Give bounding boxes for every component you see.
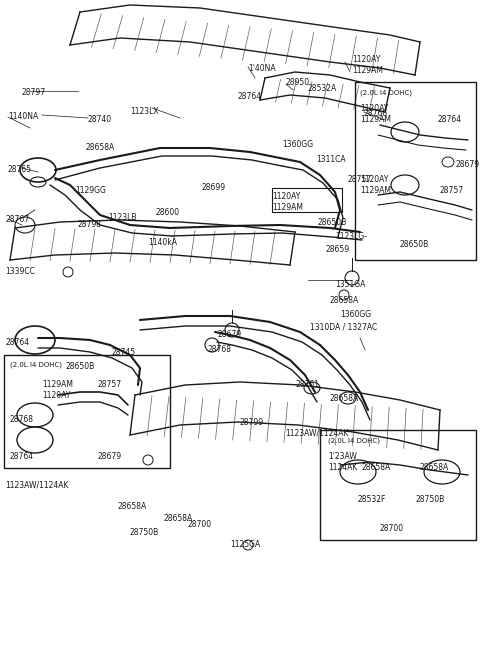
Text: 28658A: 28658A (163, 514, 192, 523)
Text: 1129AM: 1129AM (272, 203, 303, 212)
Text: 28757: 28757 (98, 380, 122, 389)
Text: 1120AY: 1120AY (42, 391, 71, 400)
Text: 28950: 28950 (286, 78, 310, 87)
Text: 28700: 28700 (380, 524, 404, 533)
Text: 1123LX: 1123LX (130, 107, 158, 116)
Bar (4, 355, 170, 468)
Text: 28767: 28767 (5, 215, 29, 224)
Text: 28799: 28799 (240, 418, 264, 427)
Text: 28650B: 28650B (400, 240, 429, 249)
Text: 28740: 28740 (88, 115, 112, 124)
Bar (355, 82, 476, 260)
Text: 1129AM: 1129AM (360, 115, 391, 124)
Text: 1123LG-: 1123LG- (335, 232, 367, 241)
Text: 1123LB: 1123LB (108, 213, 136, 222)
Text: 28679: 28679 (455, 160, 479, 169)
Text: 28679: 28679 (218, 330, 242, 339)
Text: 28750B: 28750B (130, 528, 159, 537)
Text: 28658A: 28658A (362, 463, 391, 472)
Text: 1123AW/1124AK: 1123AW/1124AK (285, 428, 348, 437)
Text: 28658A: 28658A (420, 463, 449, 472)
Text: 28532A: 28532A (308, 84, 337, 93)
Text: 1140NA: 1140NA (8, 112, 38, 121)
Text: 1123AW/1124AK: 1123AW/1124AK (5, 480, 69, 489)
Text: 28757: 28757 (440, 186, 464, 195)
Text: 1125GA: 1125GA (230, 540, 260, 549)
Text: (2.0L I4 DOHC): (2.0L I4 DOHC) (328, 438, 380, 445)
Text: 1'23AW: 1'23AW (328, 452, 357, 461)
Text: 28768: 28768 (208, 345, 232, 354)
Text: 28699: 28699 (202, 183, 226, 192)
Text: 28761: 28761 (295, 380, 319, 389)
Text: 28650B: 28650B (66, 362, 95, 371)
Text: 1120AY: 1120AY (272, 192, 300, 201)
Text: 28745: 28745 (112, 348, 136, 357)
Text: 1360GG: 1360GG (282, 140, 313, 149)
Text: 1124AK: 1124AK (328, 463, 358, 472)
Text: (2.0L I4 DOHC): (2.0L I4 DOHC) (10, 362, 62, 369)
Text: 1129AM: 1129AM (352, 66, 383, 75)
Text: 28532F: 28532F (358, 495, 386, 504)
Text: 1'40NA: 1'40NA (248, 64, 276, 73)
Text: (2.0L I4 DOHC): (2.0L I4 DOHC) (360, 90, 412, 97)
Text: 1129AM: 1129AM (360, 186, 391, 195)
Text: 28766: 28766 (364, 109, 388, 118)
Text: 28764: 28764 (10, 452, 34, 461)
Text: 28764: 28764 (438, 115, 462, 124)
Text: 28764: 28764 (238, 92, 262, 101)
Text: 28750B: 28750B (415, 495, 444, 504)
Text: 1351GA: 1351GA (335, 280, 365, 289)
Bar (272, 188, 342, 212)
Text: 28658A: 28658A (330, 296, 359, 305)
Text: 28600: 28600 (155, 208, 179, 217)
Text: 28679: 28679 (98, 452, 122, 461)
Text: 28658A: 28658A (330, 394, 359, 403)
Text: 28700: 28700 (188, 520, 212, 529)
Text: 28658A: 28658A (85, 143, 114, 152)
Text: 28768: 28768 (10, 415, 34, 424)
Text: 1311CA: 1311CA (316, 155, 346, 164)
Text: 1120AY: 1120AY (360, 175, 388, 184)
Text: 28757: 28757 (348, 175, 372, 184)
Text: 1310DA / 1327AC: 1310DA / 1327AC (310, 323, 377, 332)
Bar (320, 430, 476, 540)
Text: 1129GG: 1129GG (75, 186, 106, 195)
Text: 28650B: 28650B (318, 218, 347, 227)
Text: 28658A: 28658A (118, 502, 147, 511)
Text: 1120AY: 1120AY (360, 104, 388, 113)
Text: 1339CC: 1339CC (5, 267, 35, 276)
Text: 28798: 28798 (78, 220, 102, 229)
Text: 28765: 28765 (8, 165, 32, 174)
Text: 1129AM: 1129AM (42, 380, 73, 389)
Text: 28764: 28764 (5, 338, 29, 347)
Text: 1120AY: 1120AY (352, 55, 380, 64)
Text: 28797: 28797 (22, 88, 46, 97)
Text: 1360GG: 1360GG (340, 310, 371, 319)
Text: 28659: 28659 (325, 245, 349, 254)
Text: 1140kA: 1140kA (148, 238, 177, 247)
